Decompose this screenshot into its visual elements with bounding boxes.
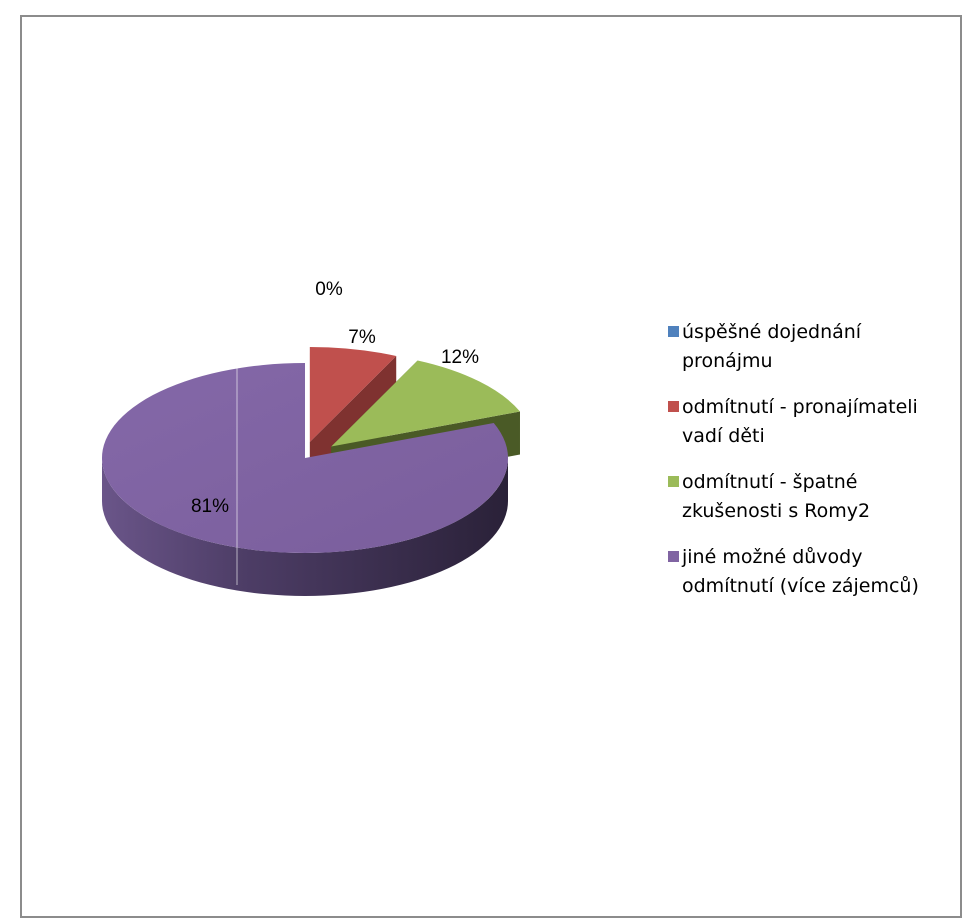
pie-slice-top-1 — [309, 346, 397, 442]
legend-swatch-1 — [668, 401, 679, 412]
data-label-1: 7% — [348, 327, 376, 348]
legend-label-2-line-1: zkušenosti s Romy2 — [682, 500, 871, 522]
legend-label-3-line-0: jiné možné důvody — [682, 546, 863, 568]
legend-label-3-line-1: odmítnutí (více zájemců) — [682, 575, 919, 597]
pie-data-labels: 0% 7% 12% 81% — [191, 279, 479, 517]
pie-slice-3 — [102, 363, 508, 596]
data-label-3: 81% — [191, 496, 229, 517]
legend-label-0-line-0: úspěšné dojednání — [682, 321, 862, 343]
data-label-0: 0% — [315, 279, 343, 300]
legend-item-0: úspěšné dojednání pronájmu — [663, 318, 963, 376]
pie-slice-top-2 — [331, 360, 520, 447]
legend-swatch-0 — [668, 326, 679, 337]
legend: úspěšné dojednání pronájmu odmítnutí - pro… — [663, 318, 963, 618]
legend-label-0-line-1: pronájmu — [682, 350, 773, 372]
data-label-2: 12% — [441, 347, 479, 368]
pie-slice-side-3 — [102, 458, 508, 596]
legend-item-2: odmítnutí - špatné zkušenosti s Romy2 — [663, 468, 963, 526]
legend-swatch-3 — [668, 551, 679, 562]
legend-label-1-line-0: odmítnutí - pronajímateli — [682, 396, 918, 418]
pie-slices — [102, 346, 520, 596]
pie-slice-top-3 — [102, 363, 508, 554]
legend-label-1-line-1: vadí děti — [682, 425, 765, 447]
legend-label-2-line-0: odmítnutí - špatné — [682, 471, 858, 493]
legend-swatch-2 — [668, 476, 679, 487]
legend-item-1: odmítnutí - pronajímateli vadí děti — [663, 393, 963, 451]
legend-item-3: jiné možné důvody odmítnutí (více zájemců… — [663, 543, 963, 601]
